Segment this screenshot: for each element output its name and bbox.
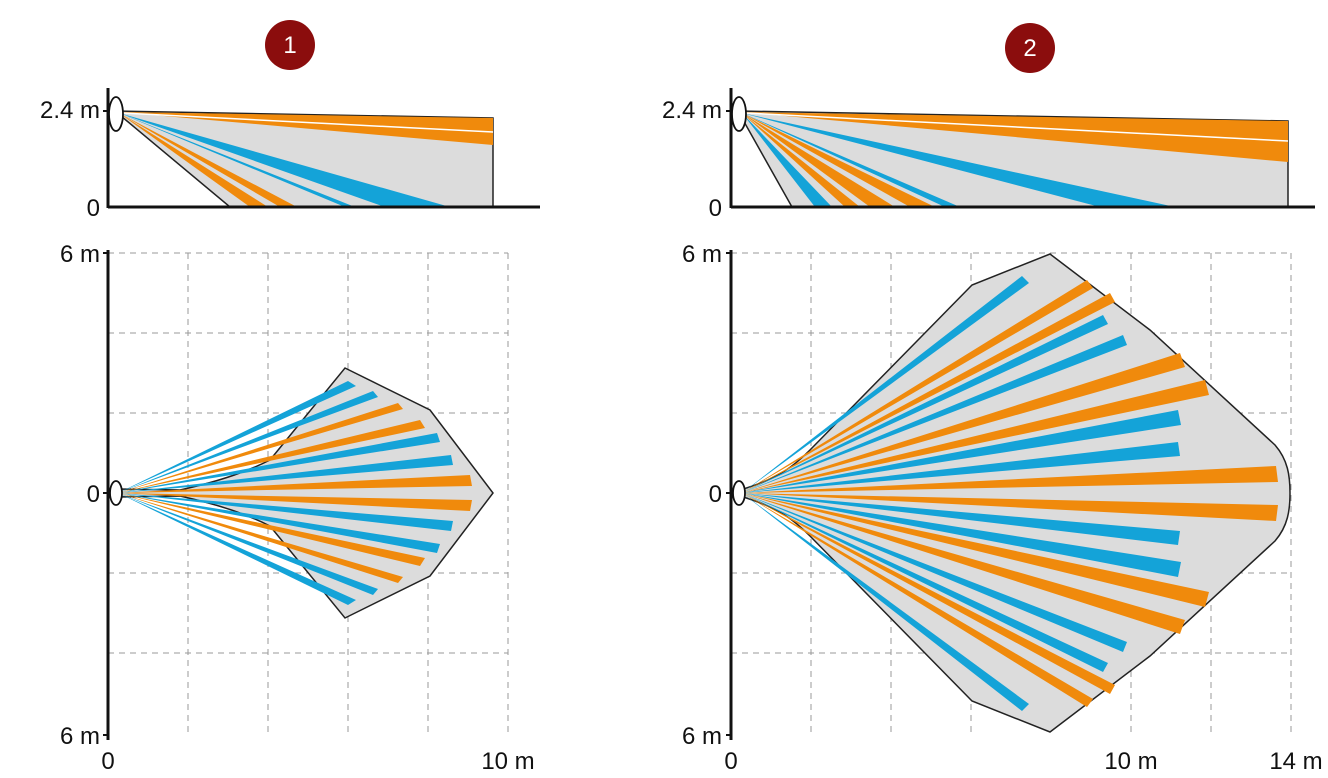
side-beam-orange [119, 112, 493, 145]
panel-1: 1 2.4 m 0 [40, 20, 540, 775]
top-beam-blue [118, 455, 453, 493]
top-beam-orange [118, 403, 403, 493]
top-view: 6 m 0 6 m 0 10 m 14 m [682, 241, 1323, 775]
side-beam-blue [119, 113, 355, 207]
top-beam-orange [742, 493, 1209, 607]
x-zero-label: 0 [101, 748, 114, 775]
side-beam-orange [742, 113, 860, 207]
top-beam-orange [742, 466, 1278, 493]
top-beam-blue [118, 433, 440, 493]
side-zero-label: 0 [87, 195, 100, 222]
y-mid-label: 0 [709, 481, 722, 508]
height-label: 2.4 m [662, 97, 722, 124]
side-beam-blue [742, 113, 1175, 207]
x-zero-label: 0 [724, 748, 737, 775]
side-view: 2.4 m 0 [662, 88, 1315, 222]
top-beams [118, 381, 472, 605]
side-beam-blue [119, 113, 450, 207]
top-beam-blue [742, 493, 1108, 672]
grid [108, 252, 509, 735]
x-distance-label: 10 m [481, 748, 534, 775]
top-beam-orange [742, 493, 1115, 694]
top-beam-blue [742, 493, 1127, 652]
top-beam-orange [742, 493, 1278, 521]
top-beam-blue [742, 315, 1108, 493]
x-distance-label: 10 m [1104, 748, 1157, 775]
top-beam-orange [118, 420, 425, 493]
side-view: 2.4 m 0 [40, 88, 540, 222]
panel-badge: 2 [1005, 23, 1055, 73]
top-beams [742, 276, 1278, 711]
top-beam-blue [742, 493, 1180, 545]
top-beam-orange [742, 353, 1185, 493]
top-beam-blue [118, 493, 440, 553]
top-beam-orange [742, 380, 1209, 493]
top-beam-orange [118, 475, 472, 493]
top-beam-orange [118, 493, 472, 511]
x-distance-label: 14 m [1269, 748, 1322, 775]
top-beam-orange [742, 293, 1115, 493]
y-top-label: 6 m [682, 241, 722, 268]
y-bottom-label: 6 m [60, 723, 100, 750]
y-top-label: 6 m [60, 241, 100, 268]
top-beam-blue [742, 276, 1029, 493]
panel-2: 2 2.4 m 0 [662, 23, 1323, 775]
detector-icon [108, 96, 124, 132]
y-bottom-label: 6 m [682, 723, 722, 750]
top-beam-blue [742, 442, 1180, 493]
top-beam-orange [742, 493, 1185, 634]
side-beam-orange [742, 113, 935, 207]
top-beam-blue [118, 391, 378, 493]
svg-text:2: 2 [1023, 35, 1036, 62]
y-mid-label: 0 [87, 481, 100, 508]
top-beam-blue [118, 493, 378, 595]
side-beam-orange [119, 113, 297, 207]
side-beam-blue [742, 113, 832, 207]
detector-icon [731, 96, 747, 132]
top-beam-orange [118, 493, 425, 566]
top-beam-orange [742, 493, 1093, 707]
top-beam-blue [742, 493, 1029, 711]
top-beam-blue [742, 335, 1127, 493]
top-beam-blue [118, 493, 356, 605]
top-view: 6 m 0 6 m 0 10 m [60, 241, 535, 775]
svg-text:1: 1 [283, 32, 296, 59]
top-beam-orange [118, 493, 403, 583]
side-beam-orange [119, 113, 268, 207]
side-beam-orange [742, 112, 1288, 162]
panel-badge: 1 [265, 20, 315, 70]
height-label: 2.4 m [40, 97, 100, 124]
detector-icon [732, 480, 746, 506]
side-beam-blue [742, 113, 960, 207]
detector-icon [109, 480, 123, 506]
top-beam-blue [742, 410, 1181, 493]
side-zero-label: 0 [709, 195, 722, 222]
side-beam-orange [742, 113, 895, 207]
top-beam-blue [742, 493, 1181, 577]
top-beam-orange [742, 280, 1093, 493]
top-beam-blue [118, 493, 453, 531]
top-beam-blue [118, 381, 356, 493]
